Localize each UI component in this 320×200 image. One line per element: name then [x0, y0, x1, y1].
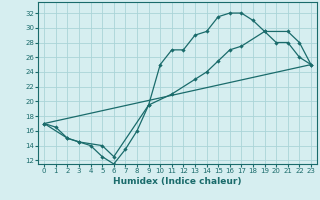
X-axis label: Humidex (Indice chaleur): Humidex (Indice chaleur) [113, 177, 242, 186]
